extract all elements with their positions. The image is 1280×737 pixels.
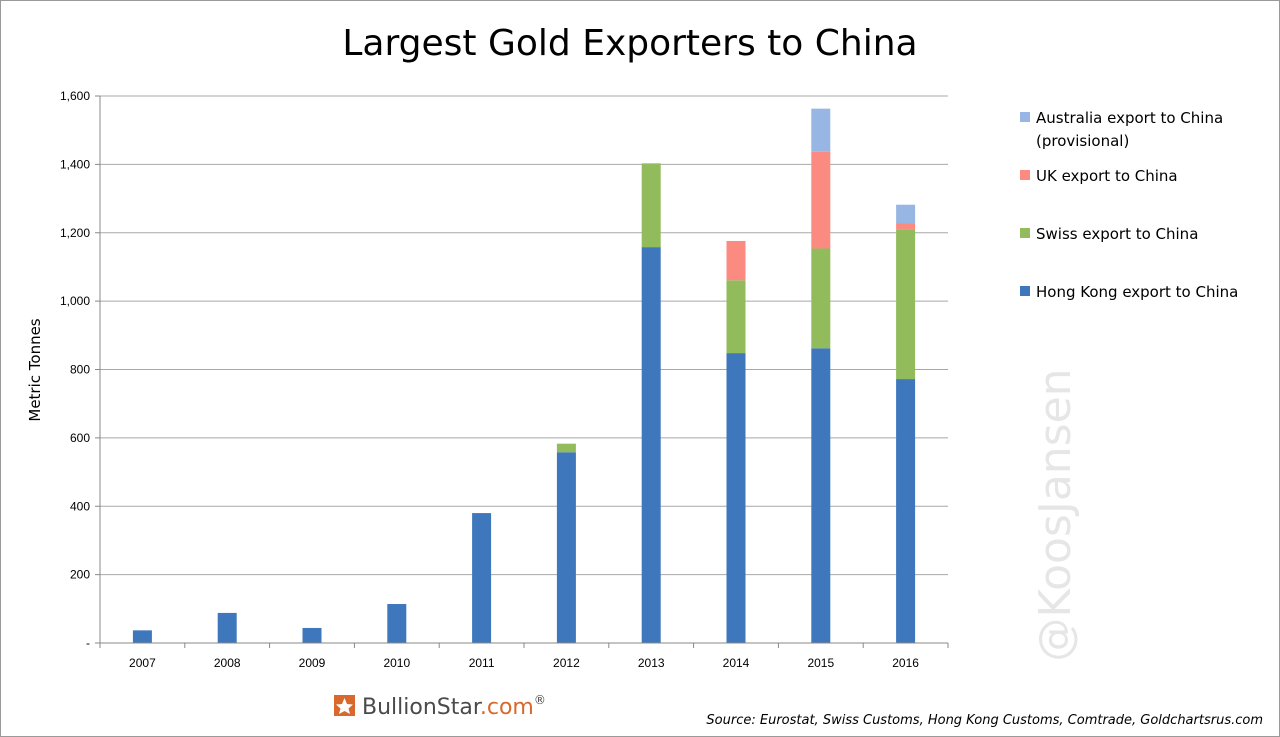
bar-2015-series-3	[811, 108, 831, 152]
x-tick-label: 2016	[892, 656, 919, 670]
brand-main-text: BullionStar	[362, 695, 483, 720]
x-tick-label: 2008	[214, 656, 241, 670]
y-tick-label: 1,400	[60, 157, 90, 171]
legend-label: (provisional)	[1036, 132, 1129, 150]
x-tick-label: 2015	[807, 656, 834, 670]
brand-name: BullionStar.com®	[362, 693, 546, 720]
bar-2016-series-2	[896, 223, 916, 230]
y-tick-label: 600	[70, 431, 90, 445]
legend-swatch	[1020, 170, 1030, 180]
legend-item: Swiss export to China	[1020, 225, 1198, 243]
brand-suffix-text: .com	[480, 695, 534, 720]
x-tick-label: 2012	[553, 656, 580, 670]
bar-2015-series-0	[811, 348, 831, 643]
legend-item: Hong Kong export to China	[1020, 283, 1238, 301]
watermark: @KoosJansen	[1030, 368, 1081, 661]
grid-lines	[100, 95, 948, 576]
x-tick-label: 2013	[638, 656, 665, 670]
bar-2007-series-0	[132, 630, 152, 643]
bar-2014-series-2	[726, 240, 746, 281]
bar-2016-series-1	[896, 229, 916, 380]
bar-2012-series-0	[556, 452, 576, 643]
y-tick-label: 1,600	[60, 89, 90, 103]
y-tick-label: -	[86, 636, 90, 650]
legend-item: UK export to China	[1020, 167, 1178, 185]
bar-2012-series-1	[556, 443, 576, 453]
bar-2016-series-0	[896, 379, 916, 643]
legend: Australia export to China (provisional) UK…	[1020, 109, 1238, 301]
y-tick-label: 400	[70, 499, 90, 513]
bar-2011-series-0	[472, 513, 492, 643]
bar-2013-series-0	[641, 247, 661, 643]
bar-2010-series-0	[387, 604, 407, 643]
legend-swatch	[1020, 112, 1030, 122]
bar-2015-series-2	[811, 151, 831, 249]
x-tick-label: 2011	[469, 656, 495, 670]
y-tick-label: 1,200	[60, 226, 90, 240]
source-note: Source: Eurostat, Swiss Customs, Hong Ko…	[706, 713, 1263, 728]
chart-title: Largest Gold Exporters to China	[342, 23, 917, 64]
legend-label: Hong Kong export to China	[1036, 283, 1238, 301]
bars	[132, 108, 916, 643]
legend-item: Australia export to China (provisional)	[1020, 109, 1223, 150]
legend-swatch	[1020, 286, 1030, 296]
brand-registered-mark: ®	[534, 693, 546, 707]
y-axis-ticks: - 200 400 600 800 1,000 1,200 1,400 1,600	[60, 89, 100, 650]
legend-label: Australia export to China	[1036, 109, 1223, 127]
legend-label: UK export to China	[1036, 167, 1178, 185]
bar-2015-series-1	[811, 248, 831, 349]
bar-2014-series-0	[726, 353, 746, 643]
bar-2013-series-1	[641, 163, 661, 248]
y-axis-label: Metric Tonnes	[26, 318, 44, 421]
bar-2014-series-1	[726, 280, 746, 354]
y-tick-label: 1,000	[60, 294, 90, 308]
legend-swatch	[1020, 228, 1030, 238]
bar-2008-series-0	[217, 612, 237, 643]
x-tick-label: 2007	[129, 656, 156, 670]
y-tick-label: 800	[70, 363, 90, 377]
x-tick-label: 2014	[723, 656, 750, 670]
bullionstar-star-logo-icon	[334, 695, 355, 716]
x-tick-label: 2010	[383, 656, 410, 670]
y-tick-label: 200	[70, 568, 90, 582]
x-axis-ticks: 2007 2008 2009 2010 2011 2012 2013 2014 2015 2016	[99, 643, 949, 670]
bar-2009-series-0	[302, 627, 322, 643]
bar-2016-series-3	[896, 204, 916, 224]
x-tick-label: 2009	[299, 656, 326, 670]
legend-label: Swiss export to China	[1036, 225, 1198, 243]
brand-logo: BullionStar.com®	[334, 693, 546, 720]
